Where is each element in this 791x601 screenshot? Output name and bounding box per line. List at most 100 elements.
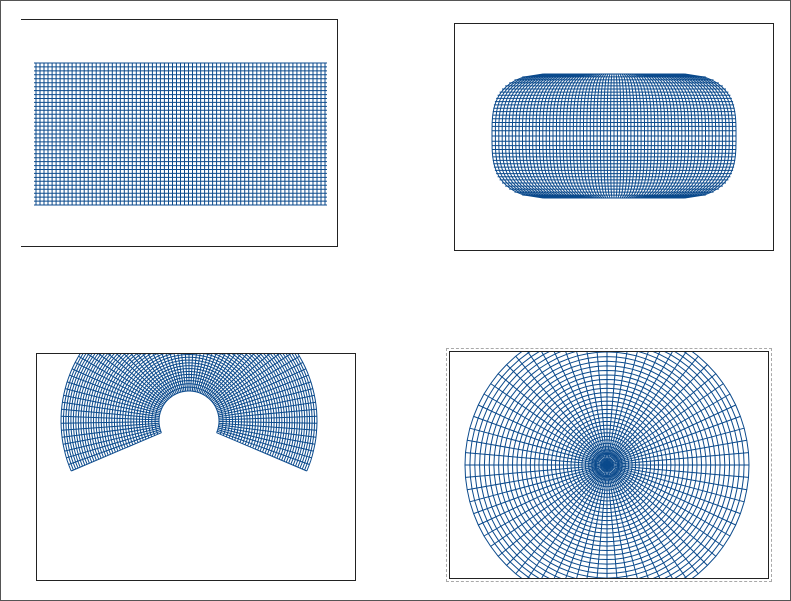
parallel-line — [116, 354, 262, 450]
conic-fan-grid-panel[interactable] — [36, 353, 356, 581]
pseudocylindrical-grid — [491, 73, 737, 199]
meridian-line — [606, 393, 731, 466]
parallel-line — [588, 446, 626, 484]
parallel-line — [136, 368, 242, 442]
parallel-line — [562, 420, 652, 510]
meridian-line — [467, 464, 608, 491]
azimuthal-grid-panel[interactable] — [446, 348, 772, 582]
parallel-line — [127, 359, 251, 445]
meridian-line — [606, 464, 699, 575]
meridian-line — [606, 464, 673, 578]
meridian-line — [606, 439, 747, 466]
parallel-line — [103, 354, 275, 455]
meridian-line — [606, 464, 747, 491]
meridian-line — [565, 352, 608, 466]
azimuthal-grid — [464, 352, 750, 578]
parallel-line — [87, 354, 291, 461]
parallel-line — [594, 452, 620, 478]
meridian-line — [467, 439, 608, 466]
meridian-line — [515, 464, 608, 575]
parallel-line — [570, 428, 644, 502]
parallel-line — [111, 354, 267, 452]
plate-carree-grid-panel[interactable] — [21, 19, 338, 247]
parallel-line — [602, 460, 612, 470]
meridian-line — [606, 464, 649, 578]
meridian-line — [606, 373, 717, 466]
parallel-line — [67, 354, 311, 469]
parallel-line — [141, 373, 237, 440]
meridian-line — [606, 415, 741, 466]
parallel-line — [133, 365, 245, 443]
parallel-line — [600, 458, 614, 472]
parallel-line — [119, 354, 259, 449]
meridian-line — [586, 352, 608, 466]
meridian-line — [497, 464, 608, 557]
parallel-line — [65, 354, 313, 470]
meridian-line — [606, 352, 673, 466]
meridian-line — [473, 464, 608, 515]
meridian-line — [586, 464, 608, 578]
parallel-line — [511, 369, 702, 561]
parallel-line — [584, 442, 630, 488]
meridian-line — [606, 464, 731, 537]
parallel-line — [591, 449, 623, 481]
parallel-line — [63, 354, 315, 471]
parallel-line — [597, 455, 617, 475]
parallel-line — [75, 354, 303, 466]
parallel-line — [158, 390, 220, 433]
parallel-line — [98, 354, 280, 457]
parallel-line — [60, 354, 318, 472]
parallel-line — [130, 362, 248, 444]
plate-carree-grid — [34, 62, 327, 206]
conic-fan-grid — [60, 354, 318, 472]
parallel-line — [554, 412, 659, 518]
meridian-line — [541, 464, 608, 578]
parallel-line — [502, 360, 712, 570]
parallel-line — [574, 432, 640, 498]
meridian-line — [473, 415, 608, 466]
parallel-line — [80, 354, 298, 464]
parallel-line — [529, 387, 685, 543]
parallel-line — [493, 352, 721, 578]
parallel-line — [550, 408, 664, 522]
parallel-line — [534, 392, 680, 538]
parallel-line — [139, 371, 239, 441]
parallel-line — [154, 386, 224, 435]
parallel-line — [604, 462, 610, 468]
parallel-line — [90, 354, 288, 460]
parallel-line — [124, 356, 254, 447]
parallel-line — [520, 378, 693, 552]
parallel-line — [474, 352, 740, 578]
parallel-line — [498, 356, 716, 574]
parallel-line — [121, 354, 257, 448]
parallel-line — [92, 354, 286, 459]
parallel-line — [100, 354, 278, 456]
parallel-line — [464, 352, 750, 578]
meridian-line — [483, 393, 608, 466]
parallel-line — [525, 383, 689, 547]
meridian-line — [541, 352, 608, 466]
meridian-line — [606, 352, 649, 466]
parallel-line — [516, 374, 698, 556]
parallel-line — [488, 352, 726, 578]
parallel-line — [469, 352, 745, 578]
meridian-line — [606, 464, 717, 557]
parallel-line — [577, 435, 637, 495]
parallel-line — [542, 400, 672, 530]
pseudocylindrical-grid-panel[interactable] — [454, 23, 774, 251]
meridian-line — [606, 352, 628, 466]
meridian-line — [497, 373, 608, 466]
parallel-line — [538, 396, 676, 534]
parallel-line — [82, 354, 296, 463]
parallel-line — [151, 383, 227, 436]
parallel-line — [566, 424, 648, 506]
meridian-line — [483, 464, 608, 537]
parallel-line — [70, 354, 308, 468]
meridian-line — [565, 464, 608, 578]
parallel-line — [507, 365, 707, 565]
parallel-line — [479, 352, 735, 578]
parallel-line — [77, 354, 301, 465]
meridian-line — [606, 464, 628, 578]
parallel-line — [113, 354, 265, 451]
